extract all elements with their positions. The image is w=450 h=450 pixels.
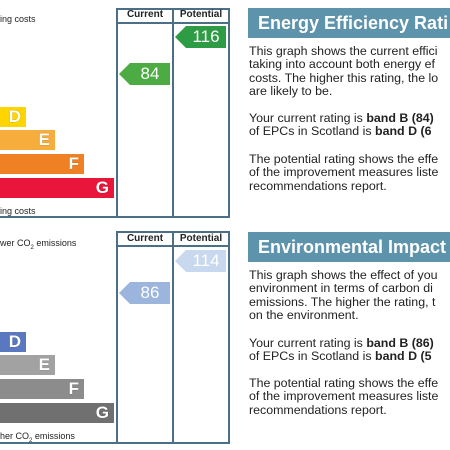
divider: [116, 245, 230, 247]
divider: [0, 442, 230, 444]
band-e: E: [0, 355, 55, 375]
environmental-impact-potential-text: The potential rating shows the effe of t…: [249, 376, 439, 417]
divider: [116, 22, 230, 24]
energy-efficiency-description: This graph shows the current effici taki…: [249, 44, 439, 98]
band-f: F: [0, 154, 84, 174]
band-g: G: [0, 178, 114, 198]
current-rating-arrow: 86: [119, 282, 170, 304]
divider: [172, 8, 174, 218]
current-column-header: Current: [126, 233, 164, 244]
potential-rating-arrow: 116: [175, 26, 226, 48]
bottom-label: ing costs: [0, 206, 36, 216]
current-rating-arrow: 84: [119, 63, 170, 85]
divider: [116, 231, 230, 233]
potential-rating-arrow: 114: [175, 250, 226, 272]
environmental-impact-title: Environmental Impact: [248, 232, 450, 262]
divider: [228, 231, 230, 444]
divider: [116, 8, 230, 10]
divider: [116, 231, 118, 444]
band-f: F: [0, 379, 84, 399]
band-e: E: [0, 130, 55, 150]
environmental-impact-description: This graph shows the effect of you envir…: [249, 268, 438, 322]
energy-efficiency-current-rating-text: Your current rating is band B (84) of EP…: [249, 111, 434, 139]
top-label: ing costs: [0, 14, 36, 24]
top-label: wer CO2 emissions: [0, 238, 77, 251]
energy-efficiency-potential-text: The potential rating shows the effe of t…: [249, 152, 439, 193]
band-d: D: [0, 107, 26, 127]
band-g: G: [0, 403, 114, 423]
band-d: D: [0, 332, 26, 352]
potential-column-header: Potential: [179, 9, 223, 20]
current-column-header: Current: [126, 9, 164, 20]
divider: [0, 216, 230, 218]
environmental-impact-current-rating-text: Your current rating is band B (86) of EP…: [249, 336, 434, 364]
divider: [228, 8, 230, 218]
divider: [116, 8, 118, 218]
potential-column-header: Potential: [179, 233, 223, 244]
energy-efficiency-title: Energy Efficiency Rati: [248, 8, 450, 38]
divider: [172, 231, 174, 444]
bottom-label: her CO2 emissions: [0, 431, 75, 444]
